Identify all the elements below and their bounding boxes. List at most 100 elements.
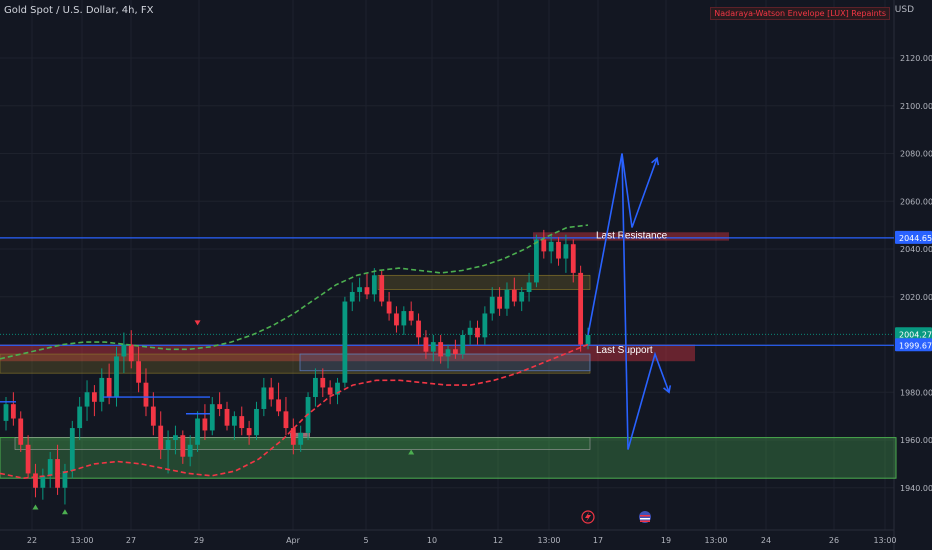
candle-body — [379, 275, 385, 302]
candle-body — [217, 404, 223, 409]
candle-body — [578, 272, 584, 345]
time-axis-label: 5 — [363, 536, 368, 545]
candle-body — [121, 344, 127, 357]
candle-body — [254, 408, 259, 436]
candle-body — [187, 444, 193, 457]
candle-body — [239, 416, 245, 429]
candle-body — [92, 392, 97, 402]
candle-body — [482, 313, 488, 338]
time-axis-label: 13:00 — [873, 536, 896, 545]
candle-body — [25, 444, 31, 474]
price-axis-label: 2120.00 — [900, 54, 932, 63]
candle-body — [114, 356, 119, 398]
candle-body — [202, 418, 208, 431]
us-flag-event-icon — [639, 511, 651, 523]
us-flag-event-icon — [640, 515, 650, 517]
price-axis-label: 2040.00 — [900, 245, 932, 254]
flash-event-icon — [585, 512, 591, 522]
candle-body — [69, 428, 75, 472]
time-axis-label: 12 — [493, 536, 503, 545]
projection-path — [627, 351, 670, 450]
candle-body — [423, 337, 429, 352]
candle-body — [386, 301, 392, 314]
price-axis-label: 1980.00 — [900, 388, 932, 397]
candle-body — [467, 327, 473, 335]
candle-body — [224, 408, 230, 426]
candle-body — [47, 459, 53, 476]
time-axis-label: 26 — [829, 536, 839, 545]
candle-body — [548, 241, 554, 252]
candle-body — [173, 435, 178, 440]
candle-body — [143, 382, 149, 407]
candle-body — [99, 377, 105, 402]
candle-body — [320, 377, 326, 388]
currency-label: USD — [894, 5, 914, 15]
candle-body — [313, 377, 318, 398]
candle-body — [570, 244, 576, 273]
indicator-badge[interactable]: Nadaraya-Watson Envelope [LUX] Repaints — [710, 7, 890, 20]
candle-body — [268, 387, 274, 400]
envelope-upper-line — [0, 224, 589, 360]
candle-body — [128, 344, 134, 362]
candle-body — [150, 406, 156, 426]
candle-body — [283, 411, 289, 429]
envelope-lower-line — [0, 343, 589, 480]
candle-body — [327, 387, 333, 395]
symbol-title: Gold Spot / U.S. Dollar, 4h, FX — [4, 5, 154, 16]
candle-body — [298, 432, 304, 445]
sell-signal — [194, 320, 201, 326]
candle-body — [165, 440, 171, 450]
projection-arrowhead — [651, 156, 660, 166]
candle-body — [445, 349, 451, 357]
candle-body — [209, 404, 215, 431]
time-axis-label: 22 — [27, 536, 37, 545]
time-axis-label: 13:00 — [70, 536, 93, 545]
time-axis-label: Apr — [286, 536, 301, 545]
candle-body — [408, 311, 414, 321]
price-tag-label: 2044.65 — [899, 234, 932, 243]
candle-body — [504, 289, 510, 309]
price-tag-label: 2004.27 — [899, 330, 932, 339]
price-axis-label: 2100.00 — [900, 102, 932, 111]
candle-body — [519, 291, 525, 302]
price-tag-label: 1999.67 — [899, 341, 932, 350]
candle-body — [534, 239, 539, 283]
time-axis-label: 29 — [194, 536, 204, 545]
candle-body — [364, 287, 370, 295]
us-flag-event-icon — [640, 518, 650, 520]
price-tag-bg — [895, 230, 932, 244]
candle-body — [357, 287, 363, 292]
zone-label: Last Support — [596, 345, 653, 356]
price-axis-label: 2080.00 — [900, 150, 932, 159]
price-tag-bg — [895, 338, 932, 352]
flash-event-icon — [581, 510, 595, 524]
candle-body — [62, 471, 68, 488]
candle-body — [40, 475, 46, 488]
candle-body — [335, 382, 340, 395]
order-block-box — [299, 353, 591, 372]
candle-body — [106, 377, 112, 398]
zone-last-support — [0, 344, 695, 362]
candle-body — [394, 313, 399, 326]
candle-body — [349, 291, 355, 302]
price-axis-label: 1960.00 — [900, 436, 932, 445]
projection-arrowhead — [663, 385, 672, 394]
buy-signal — [32, 504, 39, 510]
zone-label: Last Resistance — [596, 230, 668, 241]
time-axis-label: 10 — [427, 536, 437, 545]
time-axis-label: 13:00 — [537, 536, 560, 545]
candle-body — [158, 425, 164, 450]
time-axis-label: 27 — [126, 536, 136, 545]
price-axis-label: 2020.00 — [900, 293, 932, 302]
candle-body — [231, 416, 237, 426]
candle-body — [33, 473, 38, 488]
time-axis-label: 17 — [593, 536, 603, 545]
candle-body — [84, 392, 90, 407]
candle-body — [195, 418, 200, 445]
candle-body — [401, 311, 407, 326]
price-axis-label: 1940.00 — [900, 484, 932, 493]
candle-body — [276, 399, 281, 412]
buy-signal — [408, 449, 415, 455]
candle-body — [3, 404, 9, 421]
